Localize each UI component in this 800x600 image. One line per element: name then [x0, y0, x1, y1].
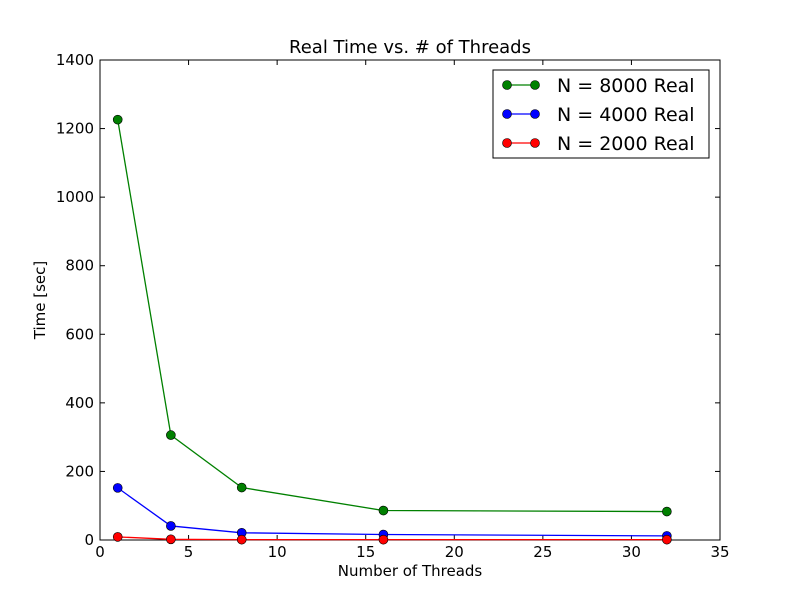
legend-label: N = 4000 Real [557, 104, 695, 126]
data-point [236, 534, 247, 545]
x-tick-label: 20 [445, 543, 464, 561]
x-axis-label: Number of Threads [338, 562, 483, 580]
legend-marker [530, 80, 540, 90]
legend-item: N = 8000 Real [502, 75, 695, 97]
data-point [166, 521, 176, 531]
x-tick-label: 30 [622, 543, 641, 561]
data-point [378, 505, 389, 516]
y-tick-label: 0 [84, 531, 94, 549]
x-tick-label: 10 [268, 543, 287, 561]
legend-item: N = 2000 Real [502, 133, 695, 155]
data-point [112, 483, 123, 493]
data-point [662, 534, 672, 545]
data-point [378, 534, 389, 545]
y-tick-label: 1200 [56, 120, 94, 138]
data-point [166, 534, 176, 545]
series-0 [112, 114, 672, 517]
legend-label: N = 2000 Real [557, 133, 695, 155]
legend-marker [502, 138, 512, 148]
series-2 [112, 532, 672, 545]
y-tick-label: 200 [65, 462, 94, 480]
x-tick-label: 0 [95, 543, 105, 561]
legend-marker [502, 109, 512, 119]
x-tick-label: 5 [184, 543, 194, 561]
data-point [236, 482, 247, 493]
legend-marker [530, 109, 540, 119]
y-axis-label: Time [sec] [31, 261, 49, 340]
legend-item: N = 4000 Real [502, 104, 695, 126]
data-point [112, 114, 123, 125]
y-tick-label: 1400 [56, 51, 94, 69]
x-tick-label: 15 [356, 543, 375, 561]
x-tick-label: 25 [533, 543, 552, 561]
data-point [112, 532, 123, 542]
legend-marker [530, 138, 540, 148]
y-tick-label: 600 [65, 325, 94, 343]
x-axis: 0 5 10 15 20 25 30 35 [95, 60, 730, 561]
y-tick-label: 400 [65, 394, 94, 412]
x-tick-label: 35 [710, 543, 729, 561]
y-tick-label: 1000 [56, 188, 94, 206]
legend-label: N = 8000 Real [557, 75, 695, 97]
chart-title: Real Time vs. # of Threads [289, 37, 531, 58]
legend: N = 8000 Real N = 4000 Real N = 2000 Real [492, 69, 710, 159]
data-point [662, 506, 672, 517]
series-layer [112, 114, 672, 545]
data-point [166, 430, 176, 440]
legend-marker [502, 80, 512, 90]
y-axis: 0 200 400 600 800 1000 1200 1400 [56, 51, 720, 549]
y-tick-label: 800 [65, 257, 94, 275]
